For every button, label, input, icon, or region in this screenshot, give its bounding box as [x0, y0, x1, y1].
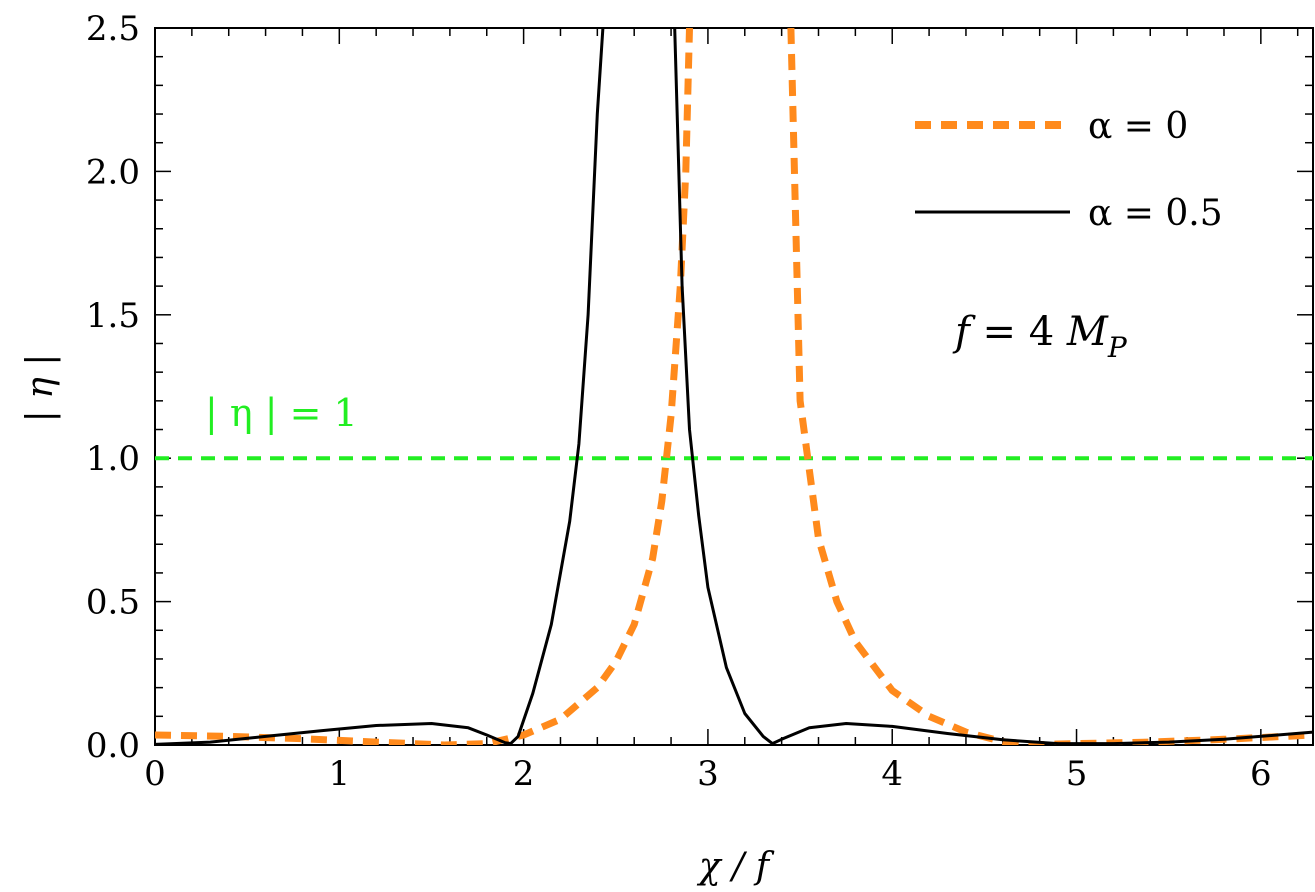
series-line-alpha-05-segment-0 — [155, 28, 605, 745]
y-tick-label: 2.5 — [86, 9, 140, 49]
y-tick-label: 1.5 — [86, 296, 140, 336]
legend-label-alpha-0: α = 0 — [1088, 106, 1188, 147]
annotation-unit: M — [1066, 309, 1109, 355]
y-tick-label: 1.0 — [86, 439, 140, 479]
x-tick-label: 3 — [697, 754, 719, 794]
plot-frame — [154, 27, 1314, 746]
x-tick-label: 6 — [1250, 754, 1272, 794]
x-tick-label: 1 — [328, 754, 350, 794]
series-line-alpha-0-segment-1 — [787, 28, 1313, 745]
y-tick-label: 0.5 — [86, 583, 140, 623]
y-tick-label: 2.0 — [86, 152, 140, 192]
legend: α = 0 α = 0.5 — [915, 106, 1223, 234]
series-line-alpha-05-segment-1 — [673, 28, 1313, 745]
legend-label-alpha-05: α = 0.5 — [1088, 193, 1223, 234]
y-axis-label: | η | — [20, 354, 61, 423]
y-tick-label: 0.0 — [86, 726, 140, 766]
series-layer — [155, 28, 1313, 745]
x-axis-label: χ / f — [696, 846, 775, 887]
annotation-equals: = 4 — [970, 309, 1067, 355]
x-tick-label: 5 — [1066, 754, 1088, 794]
annotation-unit-subscript: P — [1107, 331, 1128, 364]
annotation-f-equals-4mp: f = 4 MP — [952, 309, 1128, 364]
series-line-alpha-0-segment-0 — [155, 28, 693, 745]
x-tick-label: 2 — [513, 754, 535, 794]
tick-labels-layer: 0 1 2 3 4 5 6 0.0 0.5 1.0 1.5 2.0 2.5 — [86, 9, 1272, 794]
x-tick-label: 4 — [881, 754, 903, 794]
x-tick-label: 0 — [144, 754, 166, 794]
reference-line-label: | η | = 1 — [205, 391, 358, 435]
